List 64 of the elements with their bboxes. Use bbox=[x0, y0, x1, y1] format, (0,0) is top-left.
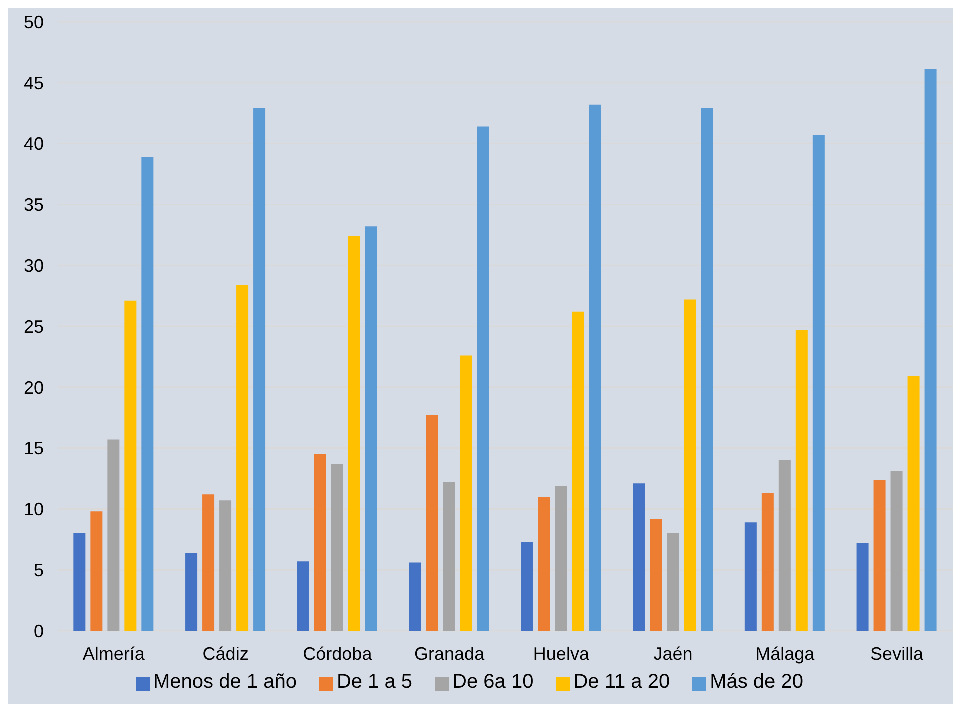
legend-label: De 11 a 20 bbox=[574, 671, 670, 693]
x-tick-label: Córdoba bbox=[303, 644, 374, 664]
bar bbox=[572, 312, 584, 631]
bar bbox=[633, 484, 646, 631]
y-tick-label: 35 bbox=[24, 195, 44, 216]
bar bbox=[74, 534, 86, 631]
bar bbox=[409, 562, 422, 631]
bar bbox=[124, 300, 137, 631]
bar bbox=[684, 300, 696, 631]
bar bbox=[856, 543, 869, 631]
bar bbox=[744, 522, 757, 631]
y-tick-label: 40 bbox=[24, 134, 44, 154]
bar bbox=[460, 356, 472, 631]
bar bbox=[90, 512, 103, 631]
bar bbox=[426, 415, 438, 631]
bar bbox=[890, 471, 903, 631]
bar bbox=[443, 482, 456, 631]
y-tick-label: 25 bbox=[24, 316, 44, 337]
legend-label: De 1 a 5 bbox=[336, 671, 413, 693]
bar bbox=[812, 135, 825, 631]
bar bbox=[331, 464, 344, 631]
bar bbox=[874, 480, 886, 631]
y-tick-label: 5 bbox=[34, 560, 44, 580]
bar bbox=[701, 108, 714, 631]
y-tick-label: 15 bbox=[24, 438, 44, 459]
bar bbox=[297, 562, 310, 631]
x-tick-label: Huelva bbox=[533, 644, 590, 664]
bar bbox=[555, 486, 568, 631]
x-tick-label: Jaén bbox=[654, 644, 693, 664]
bar bbox=[236, 285, 249, 631]
legend-label: Menos de 1 año bbox=[154, 671, 297, 693]
bar bbox=[348, 236, 360, 631]
x-tick-label: Almería bbox=[82, 644, 146, 664]
y-tick-label: 10 bbox=[24, 500, 44, 520]
bar bbox=[778, 460, 791, 631]
bar bbox=[186, 553, 198, 631]
y-tick-label: 20 bbox=[24, 378, 44, 398]
bar bbox=[650, 518, 662, 631]
bar bbox=[796, 330, 808, 631]
bar bbox=[667, 534, 680, 631]
bar bbox=[220, 500, 232, 631]
bar bbox=[589, 104, 602, 631]
x-tick-label: Sevilla bbox=[870, 644, 925, 664]
legend-label: Más de 20 bbox=[710, 671, 804, 693]
bar bbox=[521, 542, 534, 631]
bar bbox=[762, 493, 774, 631]
bar bbox=[477, 126, 490, 631]
legend-label: De 6a 10 bbox=[452, 671, 534, 693]
bar bbox=[314, 454, 326, 631]
y-tick-label: 45 bbox=[24, 73, 44, 94]
y-tick-label: 0 bbox=[34, 621, 44, 642]
bar bbox=[254, 108, 266, 631]
bar bbox=[142, 157, 154, 631]
bar bbox=[365, 226, 378, 631]
x-tick-label: Málaga bbox=[756, 644, 816, 664]
y-tick-label: 30 bbox=[24, 256, 44, 276]
bar bbox=[924, 70, 937, 631]
bar bbox=[108, 440, 120, 631]
bar bbox=[202, 494, 215, 631]
y-tick-label: 50 bbox=[24, 12, 44, 32]
bar bbox=[538, 497, 550, 631]
x-tick-label: Granada bbox=[414, 644, 486, 664]
x-tick-label: Cádiz bbox=[202, 644, 249, 664]
bar bbox=[908, 376, 920, 631]
